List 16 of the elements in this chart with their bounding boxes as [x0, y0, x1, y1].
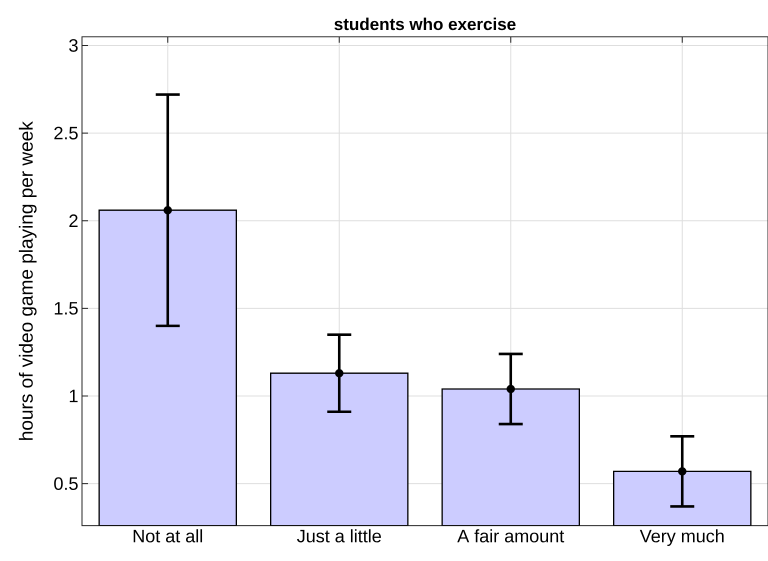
y-tick-label: 3: [69, 39, 78, 52]
point: [678, 467, 686, 476]
x-tick-label: Not at all: [134, 529, 202, 542]
y-tick-label: 1: [70, 390, 78, 402]
point: [164, 206, 172, 214]
x-tick-label: Just a little: [297, 529, 381, 542]
point: [335, 369, 344, 378]
y-tick-label: 2.5: [54, 126, 78, 140]
y-tick-label: 1.5: [54, 302, 78, 315]
x-tick-label: Very much: [640, 529, 724, 546]
y-tick-label: 0.5: [54, 477, 78, 490]
point: [506, 384, 515, 394]
y-tick-label: 2: [69, 214, 78, 228]
x-tick-label: A fair amount: [457, 529, 564, 542]
chart-title: students who exercise: [334, 18, 516, 30]
y-axis-title: hours of video game playing per week: [18, 121, 37, 440]
